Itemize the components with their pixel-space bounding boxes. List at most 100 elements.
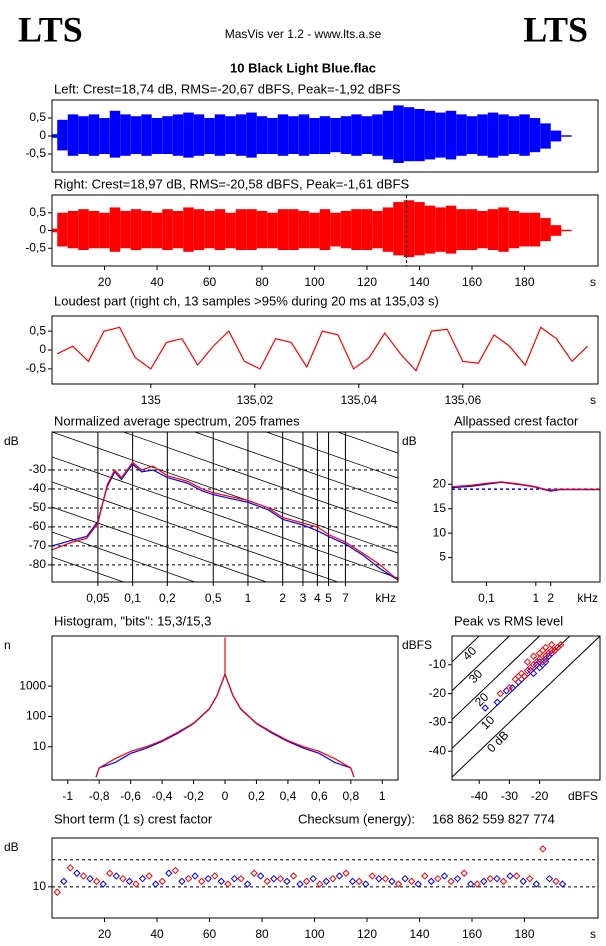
scatter-point [453,874,462,883]
x-tick-label: 60 [203,275,217,289]
waveform-segment [256,116,268,154]
panel-title: Normalized average spectrum, 205 frames [54,413,300,428]
waveform-segment [309,118,320,154]
waveform-segment [88,210,100,249]
waveform-segment [225,116,236,154]
crest-diagonal [452,636,510,692]
waveform-segment [540,123,551,149]
scatter-point [355,877,363,886]
waveform-segment [298,114,310,156]
x-tick-label: 160 [462,927,482,941]
scatter-point [388,877,396,886]
waveform-segment [319,209,331,251]
waveform-segment [141,210,152,249]
waveform-segment [109,110,121,158]
x-tick-label: -20 [531,789,549,803]
y-tick-label: -70 [29,538,47,552]
waveform-segment [277,209,289,251]
scatter-point [460,869,468,877]
scatter-point [496,689,505,698]
waveform-segment [193,209,205,251]
y-tick-label: 0 [39,128,46,142]
waveform-segment [235,209,247,251]
scatter-point [73,869,81,877]
plot-area [452,636,600,778]
scatter-point [523,658,532,666]
y-tick-label: 0,5 [29,110,46,124]
panel-frame [451,431,601,583]
scatter-point [329,874,337,883]
diagonal-guide [336,432,398,454]
scatter-point [541,658,550,666]
y-tick-label: 0,5 [29,323,46,337]
scatter-point [512,872,521,880]
scatter-point [197,877,206,886]
waveform-segment [183,207,194,252]
scatter-point [401,874,409,883]
scatter-point [558,880,567,888]
scatter-point [547,640,556,649]
waveform-segment [393,105,404,163]
waveform-segment [519,114,530,156]
panel-title: Right: Crest=18,97 dB, RMS=-20,58 dBFS, … [54,176,409,191]
scatter-point [421,872,429,880]
scatter-point [407,877,416,886]
plot-area [52,432,398,582]
app-title: MasVis ver 1.2 - www.lts.a.se [225,27,382,41]
y-tick-label: -40 [29,481,47,495]
y-axis-label: dB [4,840,19,854]
diagonal-guide [193,432,398,504]
series-line [95,674,355,778]
waveform-segment [52,134,58,138]
x-tick-label: 2 [279,591,286,605]
x-tick-label: -0,8 [89,789,110,803]
waveform-segment [52,228,58,233]
y-tick-label: -0,5 [25,240,46,254]
scatter-point [217,877,226,886]
x-tick-label: 0,1 [478,591,495,605]
scatter-point [545,874,554,883]
scatter-point [557,640,565,649]
waveform-segment [172,210,184,249]
waveform-segment [204,210,215,249]
scatter-point [322,877,331,886]
scatter-point [481,704,489,712]
diagonal-guide [52,531,197,582]
x-tick-label: 135,02 [236,393,273,407]
scatter-point [112,872,121,880]
y-tick-label: -0,5 [25,146,46,160]
x-tick-label: 120 [357,275,377,289]
waveform-segment [130,116,142,154]
waveform-segment [340,116,352,154]
x-tick-label: 5 [325,591,332,605]
x-tick-label: -30 [501,789,519,803]
series-line [56,326,589,372]
y-tick-label: -10 [429,657,447,671]
x-tick-label: 40 [150,275,164,289]
series-line [52,461,398,581]
scatter-point [480,877,488,886]
x-tick-label: 100 [304,275,324,289]
diagonal-guide [52,481,339,582]
series-line [452,481,600,491]
y-tick-label: 0 [39,223,46,237]
x-axis-label: kHz [375,591,396,605]
waveform-segment [477,114,488,156]
x-tick-label: 3 [300,591,307,605]
logo: LTS [18,9,83,49]
scatter-point [535,663,544,672]
scatter-point [171,866,180,875]
x-tick-label: 0,05 [86,591,110,605]
x-tick-label: 0,4 [280,789,297,803]
plot-area [52,105,572,163]
waveform-segment [256,210,268,249]
file-name: 10 Black Light Blue.flac [230,60,376,75]
panel-frame [51,194,599,267]
y-tick-label: 10 [33,739,47,753]
y-tick-label: -0,5 [25,361,46,375]
scatter-point [506,872,514,880]
panel-title: Peak vs RMS level [454,613,563,628]
x-tick-label: -0,2 [183,789,204,803]
waveform-segment [151,118,163,154]
y-tick-label: 5 [439,550,446,564]
